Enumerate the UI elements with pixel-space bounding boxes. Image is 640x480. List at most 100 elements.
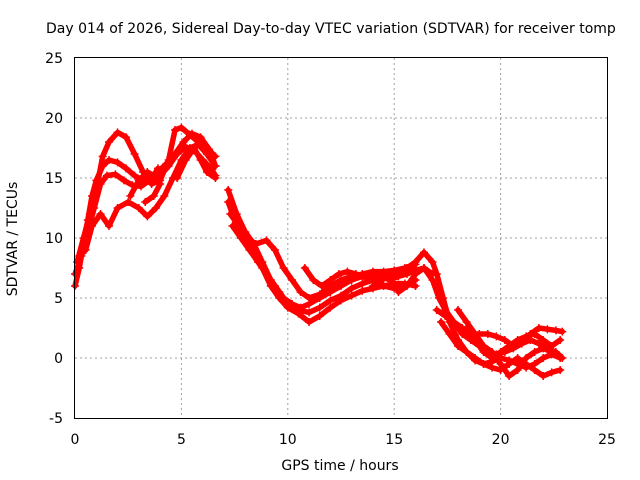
plus-marker <box>539 336 548 344</box>
plus-marker <box>181 156 190 164</box>
plus-marker <box>454 306 463 314</box>
plus-marker <box>149 192 158 200</box>
plus-marker <box>149 171 158 180</box>
plus-marker <box>326 303 335 312</box>
y-tick-label: -5 <box>49 411 63 427</box>
plus-marker <box>105 156 114 164</box>
x-tick-labels: 0 5 10 15 20 25 <box>71 432 616 448</box>
plus-marker <box>254 258 263 266</box>
plus-marker <box>113 128 122 137</box>
plus-marker <box>141 198 150 206</box>
plus-marker <box>194 140 203 149</box>
plus-marker <box>296 288 305 296</box>
plus-marker <box>368 272 377 281</box>
plus-marker <box>379 282 388 290</box>
y-tick-label: 15 <box>45 171 63 187</box>
plus-marker <box>236 234 245 242</box>
plus-marker <box>419 248 428 257</box>
plus-marker <box>85 210 94 218</box>
plus-marker <box>500 336 509 344</box>
series-trace <box>434 307 566 349</box>
plus-marker <box>126 192 135 200</box>
plus-marker <box>211 152 220 161</box>
plus-marker <box>88 222 97 230</box>
plus-marker <box>488 363 497 372</box>
plus-marker <box>102 171 111 180</box>
plus-marker <box>211 162 220 170</box>
plus-marker <box>173 174 182 182</box>
plus-marker <box>315 312 324 320</box>
plus-marker <box>496 360 505 368</box>
series-pass-3 <box>73 123 220 266</box>
plus-marker <box>279 264 288 272</box>
y-tick-label: 10 <box>45 231 63 247</box>
plus-marker <box>111 170 120 179</box>
plus-marker <box>326 288 335 296</box>
series-trace <box>127 165 163 205</box>
x-tick-label: 20 <box>492 432 510 448</box>
plus-marker <box>411 258 420 266</box>
plus-marker <box>271 282 280 290</box>
plus-marker <box>449 318 458 326</box>
series-pass-17 <box>462 324 565 362</box>
plus-marker <box>105 222 114 230</box>
series-trace <box>229 223 419 311</box>
plus-marker <box>207 164 216 173</box>
plus-marker <box>98 152 107 161</box>
plus-marker <box>530 330 539 338</box>
plus-marker <box>171 126 180 134</box>
plus-marker <box>185 130 194 139</box>
plus-marker <box>543 325 552 334</box>
series-pass-5 <box>173 144 220 182</box>
plus-marker <box>305 318 314 326</box>
plus-marker <box>347 284 356 293</box>
plus-marker <box>283 303 292 312</box>
plus-marker <box>147 180 156 188</box>
plus-marker <box>385 272 394 281</box>
plus-marker <box>224 186 233 194</box>
plus-marker <box>309 276 318 284</box>
y-axis-label: SDTVAR / TECUs <box>5 182 21 297</box>
plus-marker <box>402 282 411 290</box>
plus-marker <box>96 210 105 218</box>
plus-marker <box>492 332 501 341</box>
plus-marker <box>300 264 309 272</box>
plus-marker <box>402 264 411 272</box>
x-tick-label: 5 <box>177 432 186 448</box>
y-tick-label: 0 <box>54 351 63 367</box>
plus-marker <box>432 270 441 278</box>
x-axis-label: GPS time / hours <box>281 458 398 474</box>
plus-marker <box>134 176 143 185</box>
plus-marker <box>437 318 446 326</box>
plus-marker <box>411 270 420 278</box>
plus-marker <box>326 276 335 284</box>
plus-marker <box>122 133 131 142</box>
plus-marker <box>334 270 343 278</box>
plus-marker <box>202 150 211 158</box>
plus-marker <box>343 267 352 276</box>
plus-marker <box>134 204 143 212</box>
x-tick-label: 15 <box>385 432 403 448</box>
plus-marker <box>347 276 356 284</box>
plus-marker <box>505 372 514 380</box>
plus-marker <box>483 330 492 338</box>
y-tick-label: 20 <box>45 111 63 127</box>
plus-marker <box>539 372 548 380</box>
plus-marker <box>164 156 173 164</box>
plus-marker <box>228 222 237 230</box>
plus-marker <box>558 327 567 336</box>
y-tick-label: 25 <box>45 51 63 67</box>
plus-marker <box>358 279 367 288</box>
plus-marker <box>190 144 199 152</box>
plus-marker <box>530 366 539 374</box>
series-pass-6 <box>126 164 165 206</box>
series-trace <box>302 265 436 289</box>
plus-marker <box>394 288 403 296</box>
plus-marker <box>556 354 565 362</box>
plus-marker <box>539 344 548 353</box>
plus-marker <box>119 176 128 185</box>
plus-marker <box>305 308 314 317</box>
plus-marker <box>288 300 297 308</box>
plus-marker <box>556 366 565 374</box>
